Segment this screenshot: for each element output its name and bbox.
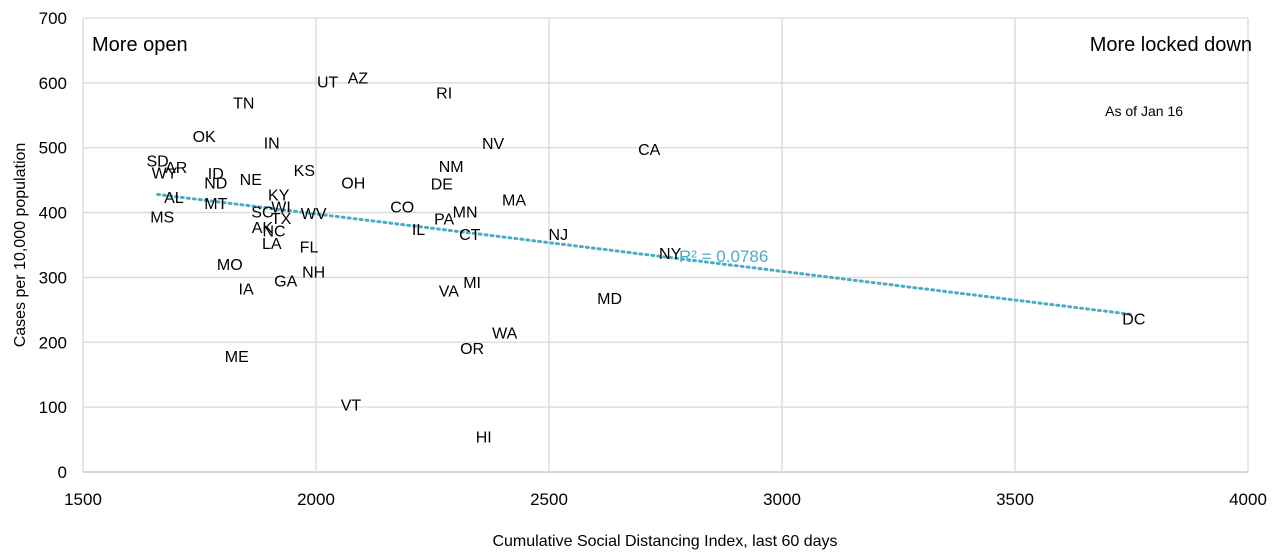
point-pa: PA (434, 211, 454, 228)
y-tick-label: 400 (39, 204, 67, 223)
point-fl: FL (300, 239, 319, 256)
point-tn: TN (233, 95, 254, 112)
point-ny: NY (659, 246, 682, 263)
y-tick-label: 700 (39, 9, 67, 28)
point-oh: OH (341, 176, 365, 193)
point-mt: MT (204, 196, 227, 213)
y-tick-label: 600 (39, 74, 67, 93)
x-tick-label: 3000 (763, 490, 801, 509)
point-wi: WI (271, 200, 291, 217)
y-tick-label: 500 (39, 139, 67, 158)
more-open-annotation: More open (92, 34, 188, 56)
y-tick-label: 200 (39, 333, 67, 352)
point-ok: OK (193, 129, 216, 146)
x-axis-title: Cumulative Social Distancing Index, last… (492, 533, 837, 550)
point-ia: IA (239, 281, 254, 298)
point-ar: AR (165, 160, 187, 177)
point-wy: WY (152, 165, 178, 182)
x-tick-label: 1500 (64, 490, 102, 509)
point-nm: NM (439, 159, 464, 176)
y-tick-label: 0 (58, 463, 67, 482)
point-mo: MO (217, 257, 243, 274)
point-ga: GA (274, 274, 297, 291)
y-axis-title: Cases per 10,000 population (12, 143, 29, 348)
point-ks: KS (294, 163, 315, 180)
r-squared-label: R² = 0.0786 (679, 247, 768, 266)
y-tick-label: 100 (39, 398, 67, 417)
point-il: IL (412, 222, 425, 239)
x-tick-label: 4000 (1229, 490, 1267, 509)
point-co: CO (390, 200, 414, 217)
point-wa: WA (492, 326, 518, 343)
point-mi: MI (463, 275, 481, 292)
point-ky: KY (268, 187, 290, 204)
point-dc: DC (1122, 311, 1145, 328)
point-or: OR (460, 341, 484, 358)
point-nh: NH (302, 265, 325, 282)
point-wv: WV (301, 206, 327, 223)
point-nv: NV (482, 136, 505, 153)
x-tick-label: 2500 (530, 490, 568, 509)
point-sc: SC (251, 204, 273, 221)
point-az: AZ (348, 71, 369, 88)
point-ut: UT (317, 75, 339, 92)
point-in: IN (264, 136, 280, 153)
point-sd: SD (146, 154, 168, 171)
x-tick-label: 3500 (996, 490, 1034, 509)
point-va: VA (439, 283, 459, 300)
point-ri: RI (436, 86, 452, 103)
point-ct: CT (459, 227, 481, 244)
point-al: AL (164, 190, 184, 207)
point-nc: NC (263, 224, 286, 241)
point-id: ID (208, 166, 224, 183)
data-point-labels: AZ UT RI TN OK IN NV CA SD NM AR KS WY ID NE OH ND DE KY AL… (146, 71, 1145, 447)
point-hi: HI (476, 429, 492, 446)
point-me: ME (225, 349, 249, 366)
y-tick-label: 300 (39, 268, 67, 287)
point-mn: MN (453, 204, 478, 221)
date-note: As of Jan 16 (1105, 103, 1183, 119)
point-ne: NE (240, 172, 262, 189)
point-ak: AK (252, 220, 274, 237)
point-nd: ND (204, 176, 227, 193)
point-nj: NJ (549, 227, 569, 244)
point-la: LA (262, 236, 282, 253)
trendline (156, 192, 1133, 316)
y-axis-ticks: 0 100 200 300 400 500 600 700 (39, 9, 67, 482)
point-de: DE (431, 176, 453, 193)
point-vt: VT (341, 398, 362, 415)
point-md: MD (597, 291, 622, 308)
more-locked-down-annotation: More locked down (1090, 34, 1252, 56)
point-ms: MS (150, 209, 174, 226)
x-tick-label: 2000 (297, 490, 335, 509)
point-ma: MA (502, 193, 526, 210)
gridlines (82, 17, 1249, 473)
point-tx: TX (271, 211, 292, 228)
x-axis-ticks: 1500 2000 2500 3000 3500 4000 (64, 490, 1267, 509)
point-ca: CA (638, 142, 661, 159)
